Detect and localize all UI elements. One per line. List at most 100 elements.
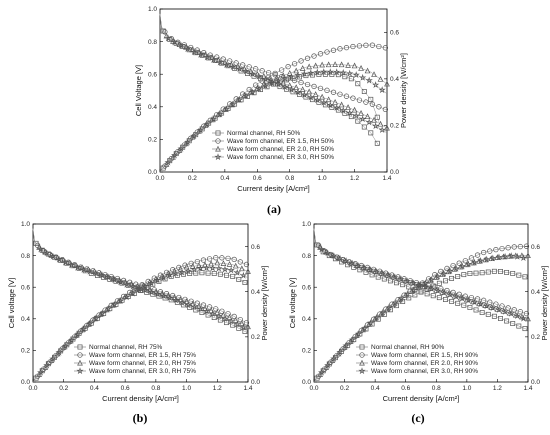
voltage-point bbox=[318, 245, 326, 253]
voltage-point bbox=[363, 99, 369, 105]
plot-frame bbox=[313, 223, 529, 383]
power-point bbox=[351, 62, 358, 69]
power-point bbox=[336, 348, 344, 356]
power-point bbox=[164, 158, 172, 166]
voltage-line bbox=[32, 228, 249, 324]
legend-entry: Wave form channel, ER 2.0, RH 50% bbox=[227, 146, 334, 153]
power-point bbox=[206, 256, 213, 262]
voltage-point bbox=[336, 254, 344, 262]
power-point bbox=[189, 133, 196, 140]
voltage-point bbox=[356, 97, 363, 103]
voltage-point bbox=[455, 300, 461, 306]
legend-entry: Wave form channel, ER 1.5, RH 50% bbox=[227, 138, 334, 145]
voltage-point bbox=[293, 84, 300, 91]
voltage-point bbox=[326, 253, 332, 259]
voltage-point bbox=[476, 300, 485, 308]
power-point bbox=[335, 72, 341, 78]
voltage-point bbox=[73, 263, 82, 271]
voltage-point bbox=[37, 245, 45, 253]
voltage-point bbox=[222, 61, 231, 68]
power-point bbox=[473, 270, 479, 276]
power-point bbox=[474, 252, 481, 258]
voltage-point bbox=[183, 45, 192, 53]
voltage-point bbox=[245, 323, 251, 330]
power-point bbox=[37, 368, 45, 376]
power-point bbox=[166, 271, 174, 279]
power-point bbox=[507, 252, 515, 260]
x-axis-label: Current density [A/cm²] bbox=[383, 394, 460, 403]
y-tick-label: 1.0 bbox=[21, 221, 30, 228]
power-point bbox=[190, 132, 198, 140]
power-point bbox=[71, 334, 78, 340]
voltage-point bbox=[397, 275, 405, 283]
y-tick-label: 0.6 bbox=[148, 71, 157, 78]
power-point bbox=[397, 294, 405, 302]
power-point bbox=[378, 86, 386, 94]
power-point bbox=[141, 282, 149, 290]
power-point bbox=[217, 271, 223, 277]
y2-tick-label: 0.0 bbox=[251, 379, 260, 386]
y-tick-label: 0.8 bbox=[302, 253, 311, 260]
y-axis-label: Cell voltage [V] bbox=[7, 278, 16, 328]
voltage-point bbox=[203, 53, 211, 61]
voltage-point bbox=[519, 314, 528, 322]
x-tick-label: 0.2 bbox=[59, 385, 68, 392]
power-point bbox=[243, 261, 250, 268]
power-point bbox=[220, 260, 227, 266]
voltage-point bbox=[498, 316, 503, 321]
voltage-point bbox=[487, 299, 493, 305]
voltage-point bbox=[227, 317, 235, 325]
y-tick-label: 0.2 bbox=[148, 137, 157, 144]
x-tick-label: 0.4 bbox=[90, 385, 99, 392]
power-point bbox=[255, 85, 263, 92]
power-point bbox=[415, 282, 424, 290]
power-point bbox=[501, 252, 509, 260]
voltage-point bbox=[348, 259, 356, 267]
voltage-point bbox=[493, 301, 499, 307]
voltage-point bbox=[473, 307, 479, 313]
power-point bbox=[519, 254, 528, 261]
power-point bbox=[188, 135, 194, 141]
voltage-point bbox=[462, 293, 468, 299]
power-point bbox=[428, 275, 436, 283]
voltage-point bbox=[196, 50, 205, 58]
voltage-point bbox=[464, 296, 473, 304]
power-point bbox=[479, 270, 485, 276]
power-point bbox=[487, 248, 493, 254]
power-point bbox=[232, 262, 239, 269]
voltage-point bbox=[501, 307, 509, 315]
power-point bbox=[294, 71, 302, 79]
legend-marker bbox=[358, 367, 366, 375]
x-axis-label: Current density [A/cm²] bbox=[102, 394, 179, 403]
power-point bbox=[455, 274, 461, 279]
power-point bbox=[337, 46, 343, 52]
power-point bbox=[225, 255, 231, 262]
x-tick-label: 0.8 bbox=[432, 385, 441, 392]
power-point bbox=[372, 81, 380, 89]
series-star bbox=[32, 228, 249, 383]
voltage-point bbox=[178, 298, 186, 306]
power-point bbox=[438, 268, 444, 275]
voltage-point bbox=[326, 101, 334, 109]
power-point bbox=[522, 274, 528, 280]
voltage-line bbox=[32, 228, 249, 334]
voltage-point bbox=[343, 93, 350, 99]
voltage-point bbox=[421, 283, 430, 291]
voltage-point bbox=[177, 41, 185, 49]
voltage-point bbox=[147, 288, 155, 296]
voltage-point bbox=[432, 284, 438, 290]
power-point bbox=[467, 271, 473, 276]
power-point bbox=[402, 292, 409, 298]
voltage-point bbox=[104, 273, 112, 281]
voltage-point bbox=[489, 304, 497, 311]
y2-tick-label: 0.4 bbox=[390, 76, 399, 83]
y2-tick-label: 0.0 bbox=[531, 379, 540, 386]
voltage-point bbox=[253, 66, 259, 72]
power-point bbox=[239, 271, 248, 279]
voltage-point bbox=[338, 101, 345, 108]
voltage-point bbox=[436, 295, 442, 301]
voltage-point bbox=[366, 266, 375, 274]
voltage-point bbox=[355, 118, 361, 124]
x-tick-label: 0.6 bbox=[121, 385, 130, 392]
